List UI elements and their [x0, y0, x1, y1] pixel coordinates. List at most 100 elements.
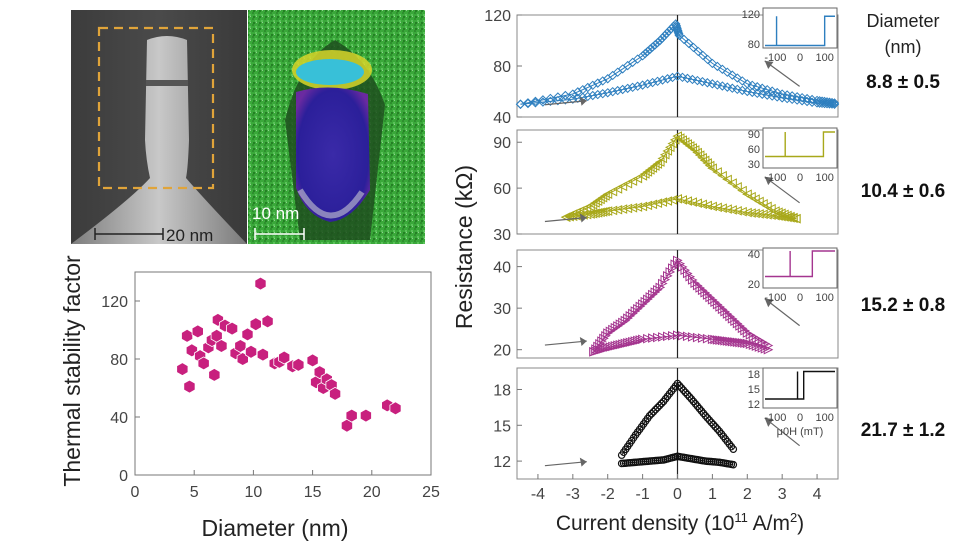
resistance-point: [650, 40, 660, 50]
resistance-point: [607, 86, 618, 97]
inset-y-tick-label: 15: [748, 384, 760, 396]
inset-y-tick-label: 18: [748, 369, 760, 381]
resistance-x-tick-label: 2: [743, 486, 752, 503]
resistance-point: [675, 381, 684, 390]
inset-y-tick-label: 60: [748, 144, 760, 156]
legend-title-line-2: (nm): [885, 37, 922, 57]
resistance-point: [608, 341, 618, 352]
resistance-point: [647, 42, 658, 52]
resistance-point: [675, 258, 686, 269]
resistance-point: [712, 202, 722, 213]
resistance-point: [679, 137, 690, 147]
resistance-point: [712, 61, 723, 72]
stability-y-tick-label: 80: [110, 352, 128, 369]
resistance-point: [735, 321, 745, 331]
resistance-point: [617, 204, 628, 214]
resistance-point: [711, 423, 720, 431]
resistance-point: [635, 301, 646, 312]
resistance-x-label: Current density (1011 A/m2): [556, 510, 804, 535]
stability-x-tick-label: 15: [304, 484, 322, 501]
resistance-point: [657, 153, 668, 164]
resistance-point: [617, 181, 628, 192]
stability-point: [261, 314, 274, 329]
resistance-panel: 40 80 120 80 120 -100 0 100 8.8 ± 0.5: [484, 7, 940, 127]
inset-loop: [765, 370, 835, 400]
resistance-point: [598, 88, 608, 99]
resistance-point: [628, 308, 638, 319]
resistance-point: [732, 318, 743, 329]
resistance-point: [720, 306, 730, 317]
resistance-point: [632, 173, 643, 184]
resistance-point: [664, 26, 674, 36]
resistance-point: [662, 146, 673, 156]
eds-map-image: 10 nm: [248, 10, 425, 244]
resistance-point: [592, 207, 603, 218]
resistance-point: [670, 259, 681, 270]
stability-x-tick-label: 0: [131, 484, 140, 501]
resistance-point: [705, 416, 714, 424]
stability-y-tick-label: 40: [110, 410, 128, 427]
resistance-point: [665, 267, 676, 277]
resistance-point: [703, 414, 712, 422]
resistance-point: [709, 420, 718, 429]
resistance-point: [697, 76, 708, 87]
resistance-point: [702, 333, 713, 344]
resistance-point: [568, 94, 578, 104]
resistance-point: [713, 425, 722, 433]
resistance-point: [717, 304, 728, 315]
resistance-point: [612, 85, 623, 96]
resistance-point: [746, 208, 756, 218]
resistance-point: [707, 201, 717, 212]
hysteresis-inset: 80 120 -100 0 100: [742, 7, 838, 64]
resistance-point: [725, 336, 735, 347]
resistance-point: [679, 386, 688, 394]
sweep-arrow-forward-head: [579, 337, 587, 347]
resistance-point: [732, 84, 743, 95]
resistance-point: [662, 28, 672, 39]
resistance-point: [625, 311, 636, 321]
resistance-point: [673, 330, 683, 340]
resistance-point: [717, 64, 728, 74]
resistance-point: [603, 342, 613, 353]
resistance-point: [672, 71, 683, 81]
resistance-x-tick-label: -2: [601, 486, 615, 503]
resistance-point: [657, 33, 668, 43]
resistance-point: [627, 202, 638, 213]
stability-point: [183, 379, 196, 394]
resistance-point: [730, 316, 740, 327]
resistance-point: [687, 332, 698, 342]
stability-point: [215, 339, 228, 353]
resistance-point: [684, 141, 695, 151]
resistance-point: [692, 75, 703, 86]
tem-scale-bar: 20 nm: [94, 226, 213, 245]
stability-plot-frame: [134, 271, 432, 476]
resistance-x-tick-label: -4: [531, 486, 545, 503]
inset-y-tick-label: 20: [748, 279, 760, 291]
inset-y-tick-label: 30: [748, 159, 760, 171]
stability-y-label: Thermal stability factor: [59, 255, 85, 487]
tem-image: 20 nm: [71, 10, 247, 245]
resistance-point: [747, 80, 757, 91]
resistance-point: [722, 309, 733, 319]
resistance-point: [732, 337, 743, 348]
resistance-point: [674, 30, 684, 41]
resistance-y-tick-label: 120: [484, 8, 511, 25]
resistance-point: [607, 186, 618, 197]
inset-y-tick-label: 90: [748, 129, 760, 141]
resistance-point: [647, 77, 658, 88]
stability-point: [249, 317, 262, 332]
resistance-point: [602, 206, 613, 216]
resistance-point: [699, 409, 708, 418]
resistance-point: [682, 268, 693, 279]
stability-point: [226, 321, 239, 336]
inset-y-tick-label: 120: [742, 9, 760, 21]
resistance-point: [607, 205, 618, 216]
resistance-point: [673, 25, 683, 36]
resistance-point: [732, 206, 742, 216]
resistance-point: [600, 206, 610, 217]
resistance-point: [762, 84, 772, 95]
resistance-point: [653, 284, 663, 295]
resistance-point: [593, 78, 603, 88]
